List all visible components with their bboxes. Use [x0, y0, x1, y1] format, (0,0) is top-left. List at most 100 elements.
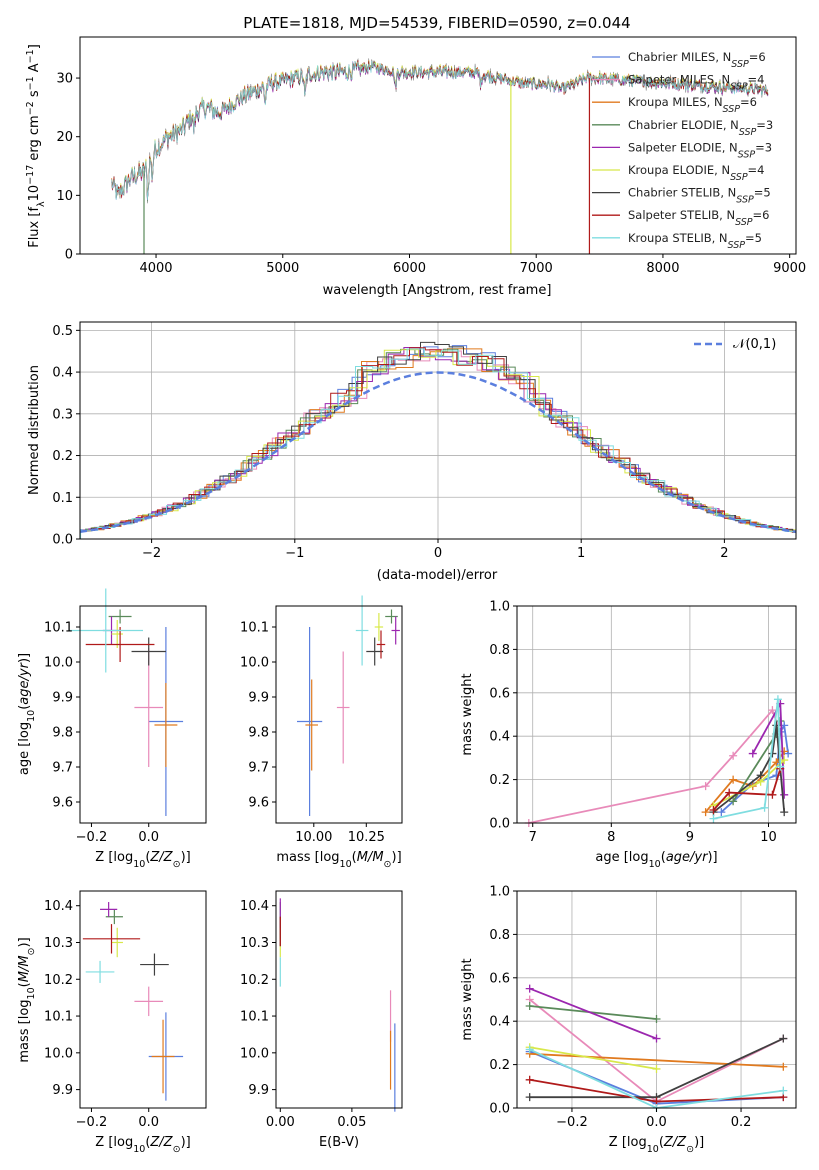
y-tick-label: 0 [65, 248, 73, 263]
weight-marker [652, 1064, 661, 1073]
mass-weight-vs-age-panel: 7 8 9 10 0.0 0.2 0.4 0.6 0.8 1.0 [489, 600, 797, 845]
weight-line [529, 1046, 657, 1070]
y-axis-label: age [log10(age/yr)] [17, 653, 37, 775]
y-tick-label: 9.8 [52, 726, 73, 741]
y-tick-label: 10.0 [240, 656, 269, 671]
y-tick-label: 0.4 [489, 1015, 510, 1030]
legend-entry: 𝒩(0,1) [733, 337, 776, 352]
y-tick-label: 0.0 [52, 533, 73, 548]
x-tick-label: 6000 [393, 261, 426, 276]
legend-entry: Kroupa STELIB, NSSP=5 [628, 231, 762, 251]
axes-frame [516, 605, 797, 824]
y-tick-label: 10.0 [44, 1046, 73, 1061]
y-tick-label: 10.0 [44, 656, 73, 671]
x-tick-label: 4000 [139, 261, 172, 276]
data-point [85, 960, 115, 983]
weight-line [529, 1005, 657, 1020]
y-tick-label: 10.1 [44, 621, 73, 636]
x-tick-label: 0.0 [138, 1115, 159, 1130]
y-tick-label: 9.9 [248, 691, 269, 706]
x-tick-label: 0.0 [646, 1115, 667, 1130]
x-tick-label: −0.2 [76, 830, 108, 845]
spectrum-lines [111, 58, 769, 254]
x-tick-label: 10.00 [295, 830, 332, 845]
x-tick-label: 8 [607, 830, 615, 845]
y-tick-label: 9.9 [52, 1083, 73, 1098]
weight-line [529, 987, 657, 1040]
y-tick-label: 0.0 [489, 1102, 510, 1117]
axes-frame [79, 890, 207, 1109]
x-tick-label: 7000 [520, 261, 553, 276]
weight-marker [729, 751, 738, 760]
y-tick-label: 0.4 [52, 366, 73, 381]
x-axis-label: wavelength [Angstrom, rest frame] [323, 283, 552, 298]
y-axis-label: Normed distribution [27, 365, 42, 495]
x-tick-label: 1 [577, 546, 585, 561]
y-tick-label: 0.3 [52, 407, 73, 422]
y-tick-label: 0.6 [489, 971, 510, 986]
axes-frame [79, 605, 207, 824]
weight-marker [525, 1002, 534, 1011]
mass-vs-Z-panel: −0.2 0.0 9.9 10.0 10.1 10.2 10.3 10.4 [44, 890, 207, 1130]
weight-marker [525, 984, 534, 993]
data-point [151, 1019, 175, 1094]
legend-entry: Kroupa ELODIE, NSSP=4 [628, 163, 765, 183]
weight-marker [780, 756, 789, 765]
weight-marker [729, 775, 738, 784]
data-point [305, 679, 318, 771]
data-point [85, 627, 155, 662]
y-tick-label: 9.8 [248, 726, 269, 741]
y-tick-label: 0.2 [489, 773, 510, 788]
weight-marker [709, 805, 718, 814]
weight-marker [768, 706, 777, 715]
weight-marker [773, 695, 782, 704]
weight-marker [780, 790, 789, 799]
x-tick-label: −0.2 [556, 1115, 588, 1130]
chart-title: PLATE=1818, MJD=54539, FIBERID=0590, z=0… [243, 14, 630, 32]
weight-line [529, 1052, 784, 1068]
x-tick-label: 0.0 [138, 830, 159, 845]
histogram-step [80, 349, 796, 532]
weight-line [713, 699, 782, 820]
x-tick-label: 0.05 [337, 1115, 366, 1130]
weight-marker [760, 803, 769, 812]
x-tick-label: 8000 [646, 261, 679, 276]
x-axis-label: (data-model)/error [377, 568, 498, 583]
histogram-step [80, 348, 796, 532]
weight-marker [779, 1034, 788, 1043]
y-tick-label: 9.7 [248, 761, 269, 776]
y-axis-label: mass weight [460, 673, 475, 755]
x-tick-label: −0.2 [76, 1115, 108, 1130]
y-tick-label: 20 [56, 130, 73, 145]
weight-marker [525, 1075, 534, 1084]
y-tick-label: 10.1 [240, 1010, 269, 1025]
x-tick-label: 9 [686, 830, 694, 845]
x-axis-label: age [log10(age/yr)] [595, 850, 717, 870]
weight-marker [717, 808, 726, 817]
y-tick-label: 10.4 [240, 899, 269, 914]
age-vs-Z-panel: −0.2 0.0 9.6 9.7 9.8 9.9 10.0 10.1 [44, 588, 207, 845]
y-tick-label: 1.0 [489, 885, 510, 900]
x-axis-label: Z [log10(Z/Z⊙)] [95, 850, 190, 870]
legend-entry: Chabrier ELODIE, NSSP=3 [628, 118, 773, 138]
weight-marker [652, 1015, 661, 1024]
axes-frame [275, 890, 403, 1109]
y-tick-label: 9.6 [52, 796, 73, 811]
data-point [355, 595, 369, 666]
y-tick-label: 10.4 [44, 899, 73, 914]
weight-series [525, 1075, 788, 1106]
weight-series [709, 756, 789, 810]
weight-series [709, 695, 785, 823]
weight-line [528, 708, 779, 824]
histogram-panel: −2 −1 0 1 2 0.0 0.1 0.2 0.3 0.4 0.5 [52, 321, 797, 561]
data-point [111, 927, 123, 958]
x-axis-label: E(B-V) [319, 1135, 359, 1150]
weight-marker [525, 1093, 534, 1102]
legend-entry: Salpeter STELIB, NSSP=6 [628, 208, 769, 228]
y-tick-label: 0.8 [489, 643, 510, 658]
data-point [134, 986, 164, 1017]
y-axis-label: mass [log10(M/M⊙)] [17, 937, 37, 1062]
data-point [100, 902, 118, 917]
x-tick-label: 10 [760, 830, 777, 845]
